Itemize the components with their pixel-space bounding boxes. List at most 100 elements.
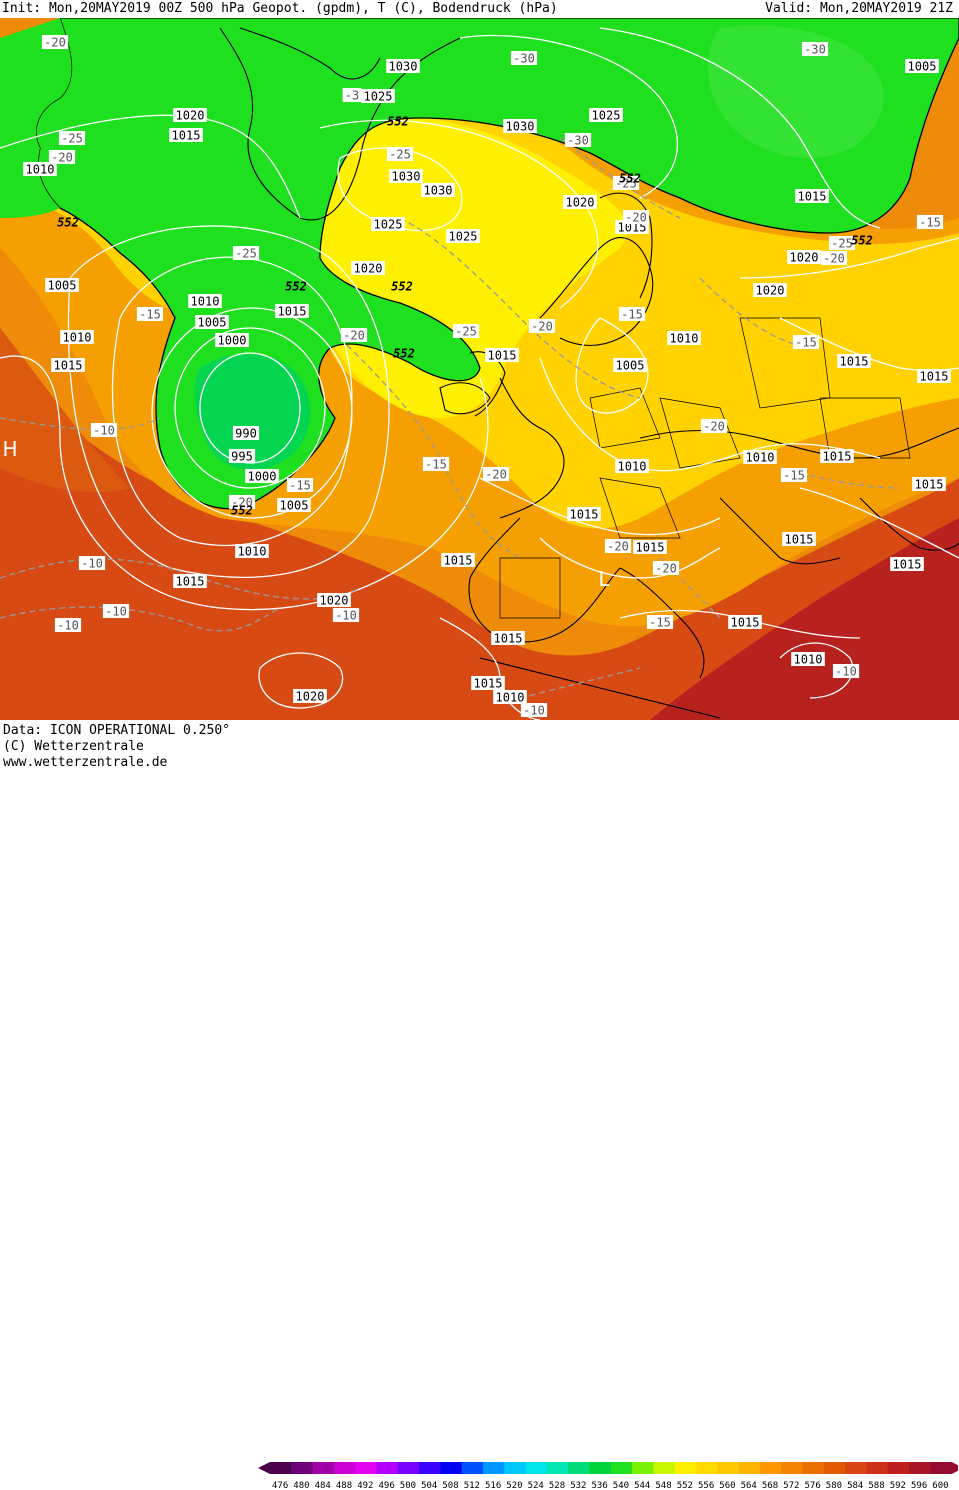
- geopotential-label-text: 552: [231, 504, 253, 518]
- geopotential-label-text: 552: [57, 216, 79, 230]
- geopotential-label-text: 552: [391, 280, 413, 294]
- isotherm-label: -20: [652, 561, 680, 576]
- legend-tick-label: 564: [741, 1481, 757, 1490]
- isobar-label: 1000: [215, 333, 249, 348]
- map-footer: Data: ICON OPERATIONAL 0.250° (C) Wetter…: [0, 720, 959, 1490]
- isobar-label: 1015: [820, 449, 854, 464]
- isobar-label: 1005: [277, 498, 311, 513]
- isobar-label-text: 1005: [48, 279, 77, 293]
- isobar-label: 1030: [503, 119, 537, 134]
- website-link[interactable]: www.wetterzentrale.de: [3, 755, 168, 770]
- isotherm-label-text: -15: [649, 616, 671, 630]
- field-red-south: [0, 348, 959, 720]
- isobar-label: 1010: [615, 459, 649, 474]
- legend-arrow-low: [258, 1462, 270, 1474]
- legend-tick-label: 488: [336, 1481, 352, 1490]
- geopotential-label-text: 552: [387, 115, 409, 129]
- isobar-label: 1025: [371, 217, 405, 232]
- isotherm-label: -15: [916, 215, 944, 230]
- legend-swatch: [802, 1462, 825, 1474]
- isobar-label: 1025: [589, 108, 623, 123]
- geopotential-label: 552: [387, 115, 409, 129]
- isotherm-label: -15: [780, 468, 808, 483]
- legend-tick-label: 560: [719, 1481, 735, 1490]
- copyright-text: (C) Wetterzentrale: [3, 739, 144, 754]
- legend-tick-label: 508: [442, 1481, 458, 1490]
- legend-tick-label: 576: [805, 1481, 821, 1490]
- legend-swatch: [483, 1462, 505, 1474]
- isobar-label: 1010: [235, 544, 269, 559]
- legend-swatch: [717, 1462, 740, 1474]
- isotherm-label: -15: [792, 335, 820, 350]
- isotherm-label-text: -10: [335, 609, 357, 623]
- isotherm-label: -20: [482, 467, 510, 482]
- isotherm-label: -10: [332, 608, 360, 623]
- isobar-label: 995: [228, 449, 256, 464]
- isotherm-label-text: -20: [823, 252, 845, 266]
- isotherm-label-text: -10: [835, 665, 857, 679]
- isobar-label: 1015: [567, 507, 601, 522]
- legend-tick-label: 544: [634, 1481, 650, 1490]
- legend-swatch: [504, 1462, 527, 1474]
- isobar-label: 1030: [389, 169, 423, 184]
- isobar-label: 1020: [753, 283, 787, 298]
- legend-swatch: [823, 1462, 846, 1474]
- legend-tick-label: 572: [783, 1481, 799, 1490]
- isobar-label-text: 1025: [364, 90, 393, 104]
- legend-swatch: [909, 1462, 931, 1474]
- legend-swatch: [887, 1462, 910, 1474]
- isobar-label-text: 1005: [616, 359, 645, 373]
- isobar-label-text: 1010: [746, 451, 775, 465]
- isobar-label-text: 1010: [618, 460, 647, 474]
- legend-swatch: [781, 1462, 803, 1474]
- isotherm-label: -25: [828, 236, 856, 251]
- low-pressure-marker: L: [598, 567, 610, 591]
- isobar-label: 1010: [493, 690, 527, 705]
- legend-swatch: [759, 1462, 782, 1474]
- isobar-label: 1000: [245, 469, 279, 484]
- isotherm-label: -20: [228, 495, 256, 510]
- isobar-label-text: 1015: [54, 359, 83, 373]
- geopotential-label: 552: [57, 216, 79, 230]
- data-source-text: Data: ICON OPERATIONAL 0.250°: [3, 723, 230, 738]
- isobar-label: 1020: [787, 250, 821, 265]
- isotherm-label: -15: [618, 307, 646, 322]
- legend-swatch: [525, 1462, 548, 1474]
- isobar-label-text: 1015: [798, 190, 827, 204]
- isobar-label-text: 1015: [172, 129, 201, 143]
- legend-swatch: [866, 1462, 889, 1474]
- isobar-label-text: 1010: [238, 545, 267, 559]
- isobar-label: 990: [232, 426, 260, 441]
- isotherm-label-text: -10: [57, 619, 79, 633]
- legend-tick-label: 500: [400, 1481, 416, 1490]
- isobar-label: 1015: [173, 574, 207, 589]
- isotherm-label-text: -30: [513, 52, 535, 66]
- field-red-west: [0, 328, 130, 492]
- legend-tick-label: 528: [549, 1481, 565, 1490]
- legend-swatch: [461, 1462, 484, 1474]
- isotherm-label: -15: [286, 478, 314, 493]
- legend-tick-label: 540: [613, 1481, 629, 1490]
- legend-swatch: [376, 1462, 399, 1474]
- geopotential-label-text: 552: [619, 172, 641, 186]
- legend-tick-label: 484: [315, 1481, 331, 1490]
- legend-swatch: [738, 1462, 761, 1474]
- legend-swatch: [270, 1462, 292, 1474]
- legend-arrow-high: [951, 1462, 958, 1474]
- isobar-label: 1015: [917, 369, 951, 384]
- legend-swatch: [312, 1462, 335, 1474]
- isobar-label-text: 1015: [494, 632, 523, 646]
- legend-tick-label: 516: [485, 1481, 501, 1490]
- isobar-label-text: 1015: [785, 533, 814, 547]
- isobar-label-text: 1015: [915, 478, 944, 492]
- geopotential-label: 552: [391, 280, 413, 294]
- legend-tick-label: 568: [762, 1481, 778, 1490]
- isobar-label-text: 1015: [488, 349, 517, 363]
- temperature-labels: -20-30-30-3-25-20-30-25-25-20 -15-25-20-2…: [41, 35, 944, 718]
- legend-tick-label: 584: [847, 1481, 863, 1490]
- isobar-label-text: 1020: [790, 251, 819, 265]
- isotherm-label: -25: [58, 131, 86, 146]
- isobar-label: 1020: [563, 195, 597, 210]
